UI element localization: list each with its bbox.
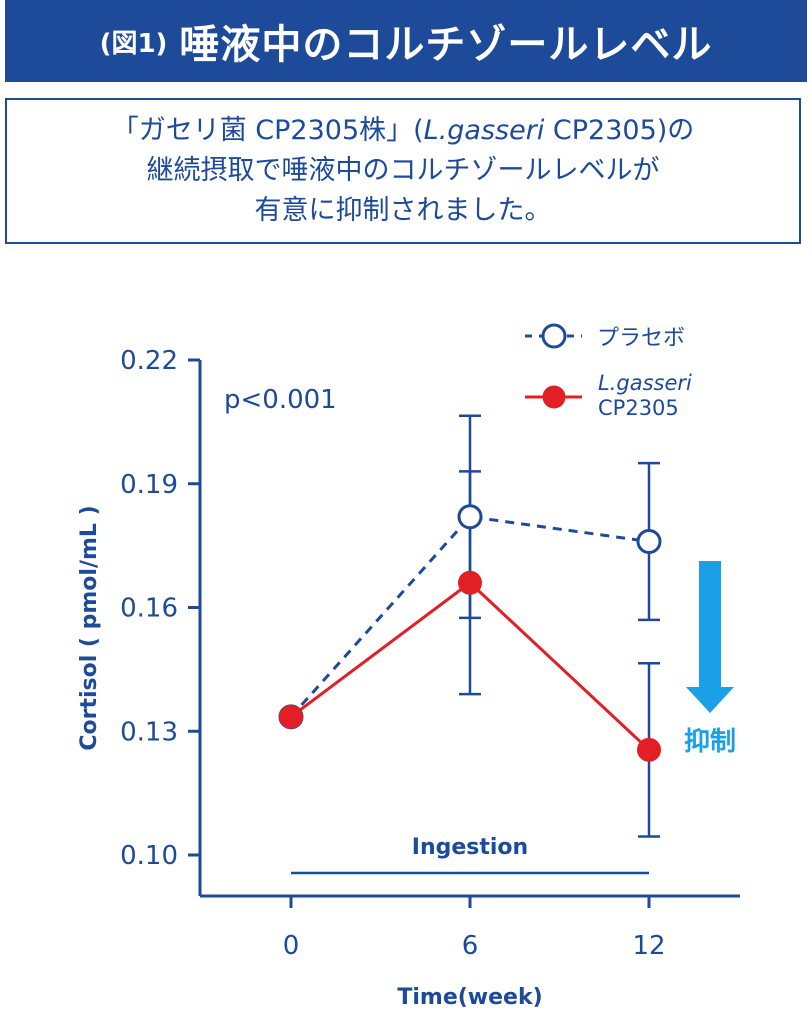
placebo-point	[457, 504, 483, 530]
summary-line-1: 「ガセリ菌 CP2305株」(L.gasseri CP2305)の	[112, 111, 695, 151]
lgasseri-point	[279, 704, 303, 729]
figure-header: (図1) 唾液中のコルチゾールレベル	[5, 0, 807, 82]
x-axis-title: Time(week)	[397, 985, 542, 1010]
ingestion-annotation: Ingestion	[291, 835, 649, 875]
y-tick-label: 0.22	[120, 346, 178, 376]
suppression-label: 抑制	[684, 727, 736, 757]
chart-annotations: p<0.001 抑制	[224, 385, 736, 757]
y-tick-label: 0.13	[120, 717, 178, 747]
series-markers	[278, 504, 662, 762]
summary-line-1-b: CP2305)の	[544, 115, 695, 146]
error-bars	[459, 414, 660, 838]
summary-line-2: 継続摂取で唾液中のコルチゾールレベルが	[146, 155, 660, 186]
lgasseri-point	[458, 570, 482, 595]
chart-axes: 0.10 0.13 0.16 0.19 0.22 0 6 12 Time(week) Cortis…	[77, 346, 740, 1010]
x-tick-label: 6	[462, 931, 479, 961]
legend-lgasseri-label-1: L.gasseri	[598, 371, 692, 395]
decrease-arrow-head	[686, 687, 734, 713]
y-tick-label: 0.16	[120, 594, 178, 624]
summary-line-1-a: 「ガセリ菌 CP2305株」(	[111, 115, 424, 146]
y-axis-title: Cortisol ( pmol/mL )	[77, 505, 102, 750]
legend-placebo-marker	[541, 323, 567, 349]
lgasseri-point	[637, 737, 661, 762]
legend-lgasseri-marker	[542, 385, 566, 409]
ingestion-label: Ingestion	[412, 835, 528, 860]
x-tick-label: 0	[283, 931, 300, 961]
cortisol-chart: 0.10 0.13 0.16 0.19 0.22 0 6 12 Time(week) Cortis…	[77, 323, 740, 1010]
x-tick-label: 12	[632, 931, 665, 961]
decrease-arrow-shaft	[699, 561, 721, 689]
placebo-line	[289, 515, 650, 718]
figure-title: 唾液中のコルチゾールレベル	[179, 22, 713, 68]
placebo-point	[636, 529, 662, 554]
summary-line-1-italic: L.gasseri	[423, 115, 545, 146]
summary-box: 「ガセリ菌 CP2305株」(L.gasseri CP2305)の 継続摂取で唾…	[5, 98, 801, 244]
legend-placebo-label: プラセボ	[597, 326, 685, 351]
y-tick-label: 0.19	[120, 470, 178, 500]
summary-line-3: 有意に抑制されました。	[254, 195, 552, 226]
legend-lgasseri-label-2: CP2305	[598, 396, 679, 420]
p-value-label: p<0.001	[224, 385, 337, 415]
y-tick-label: 0.10	[120, 841, 178, 871]
figure-number: (図1)	[99, 28, 168, 59]
